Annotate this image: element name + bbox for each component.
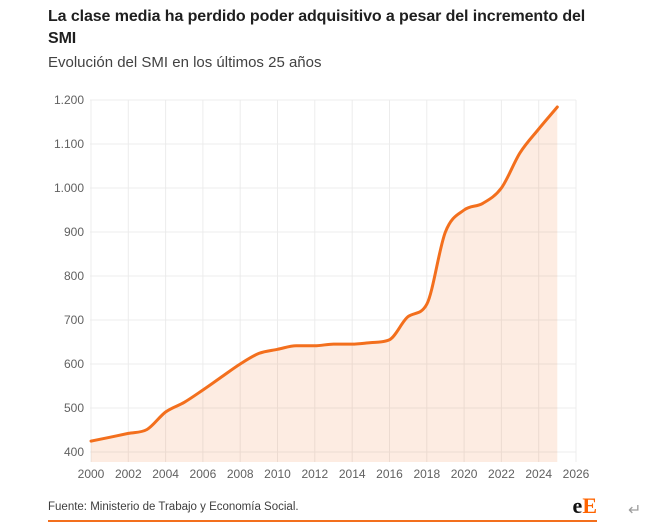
chart-subtitle: Evolución del SMI en los últimos 25 años: [48, 54, 322, 71]
y-axis-labels: 400 500 600 700 800 900 1.000 1.100 1.200: [54, 93, 84, 459]
x-tick-label: 2014: [339, 467, 366, 481]
y-tick-label: 800: [64, 269, 84, 283]
logo-letter-e: e: [572, 493, 583, 518]
return-arrow-icon: ↵: [628, 502, 642, 519]
x-tick-label: 2008: [227, 467, 254, 481]
x-tick-label: 2006: [190, 467, 217, 481]
logo-letter-E: E: [582, 493, 597, 518]
y-tick-label: 900: [64, 225, 84, 239]
y-tick-label: 1.100: [54, 137, 84, 151]
x-tick-label: 2016: [376, 467, 403, 481]
y-tick-label: 400: [64, 445, 84, 459]
x-tick-label: 2022: [488, 467, 515, 481]
x-tick-label: 2002: [115, 467, 142, 481]
x-axis-labels: 2000 2002 2004 2006 2008 2010 2012 2014 2016 2018…: [78, 467, 590, 481]
footer-rule: [48, 520, 597, 522]
x-tick-label: 2012: [301, 467, 328, 481]
area-fill: [91, 107, 558, 462]
gridlines: [90, 99, 577, 462]
chart-title: La clase media ha perdido poder adquisit…: [48, 8, 586, 48]
x-tick-label: 2000: [78, 467, 105, 481]
x-tick-label: 2020: [451, 467, 478, 481]
y-tick-label: 1.200: [54, 93, 84, 107]
x-tick-label: 2024: [525, 467, 552, 481]
y-tick-label: 600: [64, 357, 84, 371]
y-tick-label: 700: [64, 313, 84, 327]
footer: Fuente: Ministerio de Trabajo y Economía…: [48, 495, 597, 517]
x-tick-label: 2004: [152, 467, 179, 481]
x-tick-label: 2018: [413, 467, 440, 481]
x-tick-label: 2010: [264, 467, 291, 481]
y-tick-label: 500: [64, 401, 84, 415]
x-tick-label: 2026: [563, 467, 590, 481]
y-tick-label: 1.000: [54, 181, 84, 195]
smi-line: [89, 105, 559, 443]
eleconomista-logo: eE: [573, 495, 597, 517]
source-note: Fuente: Ministerio de Trabajo y Economía…: [48, 501, 299, 513]
